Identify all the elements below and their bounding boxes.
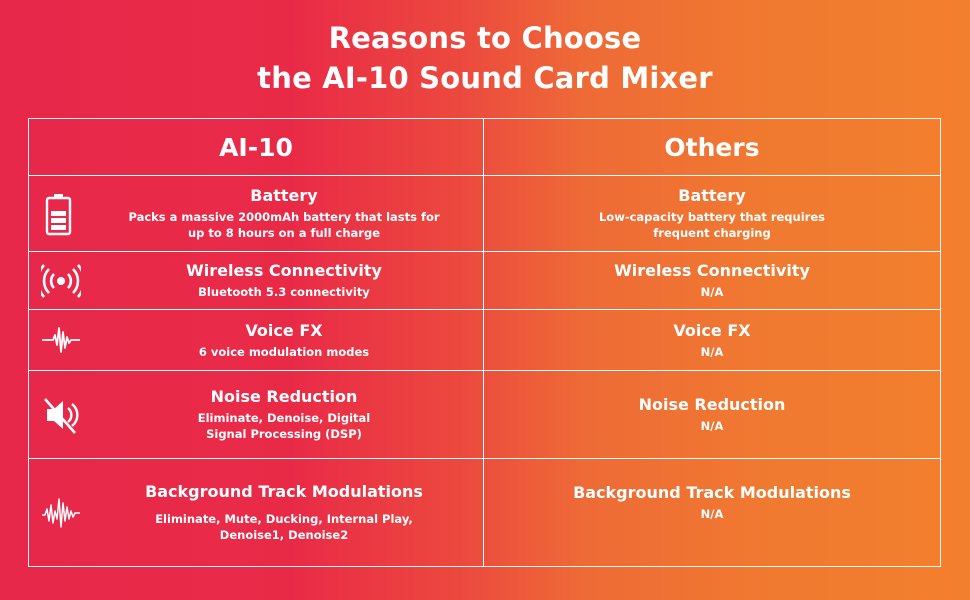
feature-desc: 6 voice modulation modes [198, 344, 370, 359]
row-ai10-wireless: Wireless Connectivity Bluetooth 5.3 conn… [28, 251, 484, 310]
feature-desc: Denoise1, Denoise2 [219, 528, 349, 542]
feature-desc: Eliminate, Denoise, Digital [197, 411, 371, 425]
row-ai10-battery: Battery Packs a massive 2000mAh battery … [28, 175, 484, 252]
header-ai10: AI-10 [28, 118, 484, 176]
table-row: Battery Packs a massive 2000mAh battery … [28, 175, 941, 252]
header-others: Others [483, 118, 941, 176]
feature-desc: Eliminate, Mute, Ducking, Internal Play, [155, 512, 413, 526]
header-others-label: Others [664, 132, 760, 162]
table-row: Wireless Connectivity Bluetooth 5.3 conn… [28, 251, 941, 310]
title-line-2: the AI-10 Sound Card Mixer [257, 61, 713, 95]
row-ai10-noise: Noise Reduction Eliminate, Denoise, Digi… [28, 370, 484, 459]
feature-desc: N/A [700, 419, 724, 433]
sound-wave-icon [41, 491, 81, 535]
row-others-background: Background Track Modulations N/A [483, 458, 941, 567]
row-ai10-background: Background Track Modulations Eliminate, … [28, 458, 484, 567]
feature-title: Wireless Connectivity [614, 261, 810, 280]
feature-desc: Bluetooth 5.3 connectivity [198, 285, 370, 299]
feature-title: Wireless Connectivity [186, 261, 382, 280]
comparison-table: AI-10 Others Battery Packs a massive 200… [28, 118, 941, 567]
feature-desc: up to 8 hours on a full charge [187, 226, 381, 240]
feature-desc: frequent charging [653, 226, 771, 240]
row-others-noise: Noise Reduction N/A [483, 370, 941, 459]
feature-title: Voice FX [245, 320, 323, 340]
feature-title: Voice FX [673, 320, 751, 340]
feature-desc: Signal Processing (DSP) [206, 427, 362, 441]
feature-desc: N/A [700, 285, 724, 299]
feature-desc: N/A [700, 344, 724, 359]
feature-title: Battery [250, 186, 318, 205]
page-title: Reasons to Choose the AI-10 Sound Card M… [0, 18, 970, 98]
row-others-battery: Battery Low-capacity battery that requir… [483, 175, 941, 252]
row-others-wireless: Wireless Connectivity N/A [483, 251, 941, 310]
title-line-1: Reasons to Choose [328, 21, 642, 55]
feature-title: Background Track Modulations [145, 482, 423, 501]
battery-icon [41, 192, 81, 236]
wireless-icon [36, 259, 86, 303]
table-header-row: AI-10 Others [28, 118, 941, 176]
table-row: Voice FX 6 voice modulation modes Voice … [28, 309, 941, 371]
feature-title: Background Track Modulations [573, 483, 851, 502]
feature-desc: Low-capacity battery that requires [598, 210, 825, 224]
feature-title: Battery [678, 186, 746, 205]
row-others-voicefx: Voice FX N/A [483, 309, 941, 371]
feature-desc: Packs a massive 2000mAh battery that las… [128, 210, 440, 224]
waveform-icon [41, 318, 81, 362]
table-row: Noise Reduction Eliminate, Denoise, Digi… [28, 370, 941, 459]
table-row: Background Track Modulations Eliminate, … [28, 458, 941, 567]
row-ai10-voicefx: Voice FX 6 voice modulation modes [28, 309, 484, 371]
header-ai10-label: AI-10 [219, 132, 293, 162]
mute-speaker-icon [41, 393, 81, 437]
feature-desc: N/A [700, 507, 724, 521]
feature-title: Noise Reduction [638, 395, 786, 414]
feature-title: Noise Reduction [210, 387, 358, 406]
